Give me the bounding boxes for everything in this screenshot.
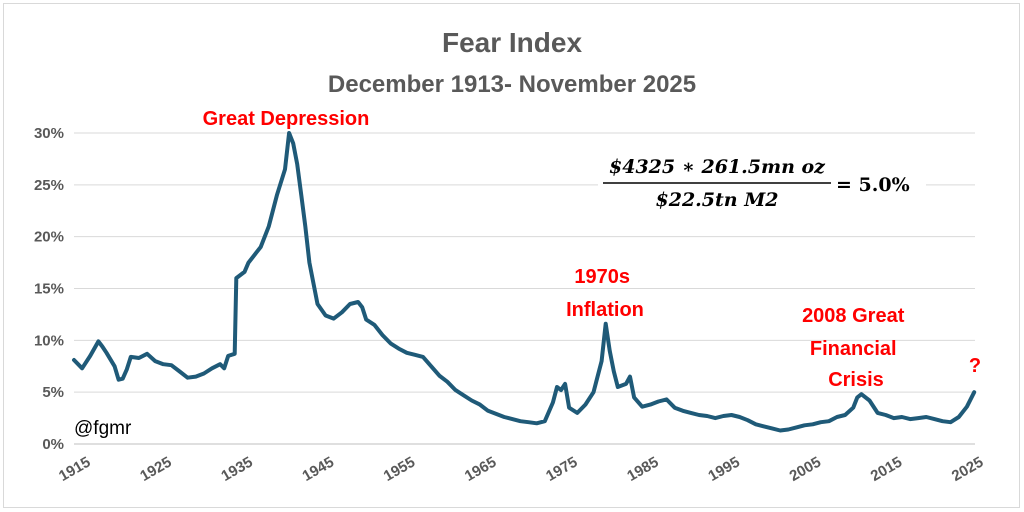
x-tick-label: 1985 — [624, 454, 661, 485]
annotation-1970s-line-2: Inflation — [566, 299, 644, 321]
y-tick-label: 0% — [42, 436, 64, 453]
y-tick-label: 25% — [34, 177, 64, 194]
y-tick-label: 15% — [34, 281, 64, 298]
chart-frame — [3, 3, 1020, 508]
x-tick-label: 1955 — [381, 454, 418, 485]
x-tick-label: 2005 — [787, 454, 824, 485]
x-tick-label: 1915 — [56, 454, 93, 485]
annotation-2008-line-3: Crisis — [828, 369, 884, 391]
chart-subtitle: December 1913- November 2025 — [328, 71, 696, 98]
x-tick-label: 2025 — [949, 454, 986, 485]
y-tick-label: 30% — [34, 125, 64, 142]
x-tick-label: 2015 — [868, 454, 905, 485]
author-handle: @fgmr — [74, 418, 132, 439]
formula-result: = 5.0% — [836, 174, 910, 196]
annotation-2008-line-2: Financial — [810, 338, 897, 360]
x-tick-label: 1975 — [543, 454, 580, 485]
x-tick-label: 1995 — [705, 454, 742, 485]
formula-numerator: $4325 ∗ 261.5mn oz — [609, 156, 826, 178]
x-tick-label: 1925 — [137, 454, 174, 485]
formula-denominator: $22.5tn M2 — [656, 189, 779, 211]
annotation-1970s-line-1: 1970s — [574, 266, 630, 288]
annotation-1970s-inflation: 1970s Inflation — [566, 266, 644, 321]
gold-formula: $4325 ∗ 261.5mn oz $22.5tn M2 = 5.0% — [598, 150, 926, 214]
x-axis-ticks: 1915 1925 1935 1945 1955 1965 1975 1985 1995 2005… — [56, 454, 986, 485]
formula-background — [598, 150, 926, 214]
y-tick-label: 20% — [34, 229, 64, 246]
y-tick-label: 5% — [42, 384, 64, 401]
annotation-2008-line-1: 2008 Great — [802, 305, 905, 327]
chart-title: Fear Index — [442, 27, 582, 58]
series-line-0 — [72, 131, 977, 433]
x-tick-label: 1935 — [218, 454, 255, 485]
annotation-2008-crisis: 2008 Great Financial Crisis — [802, 305, 910, 391]
x-tick-label: 1945 — [300, 454, 337, 485]
annotation-question-mark: ? — [969, 355, 981, 377]
series-layer — [72, 131, 977, 433]
annotation-great-depression: Great Depression — [203, 108, 370, 130]
y-tick-label: 10% — [34, 332, 64, 349]
x-tick-label: 1965 — [462, 454, 499, 485]
y-axis-ticks: 0% 5% 10% 15% 20% 25% 30% — [34, 125, 64, 453]
